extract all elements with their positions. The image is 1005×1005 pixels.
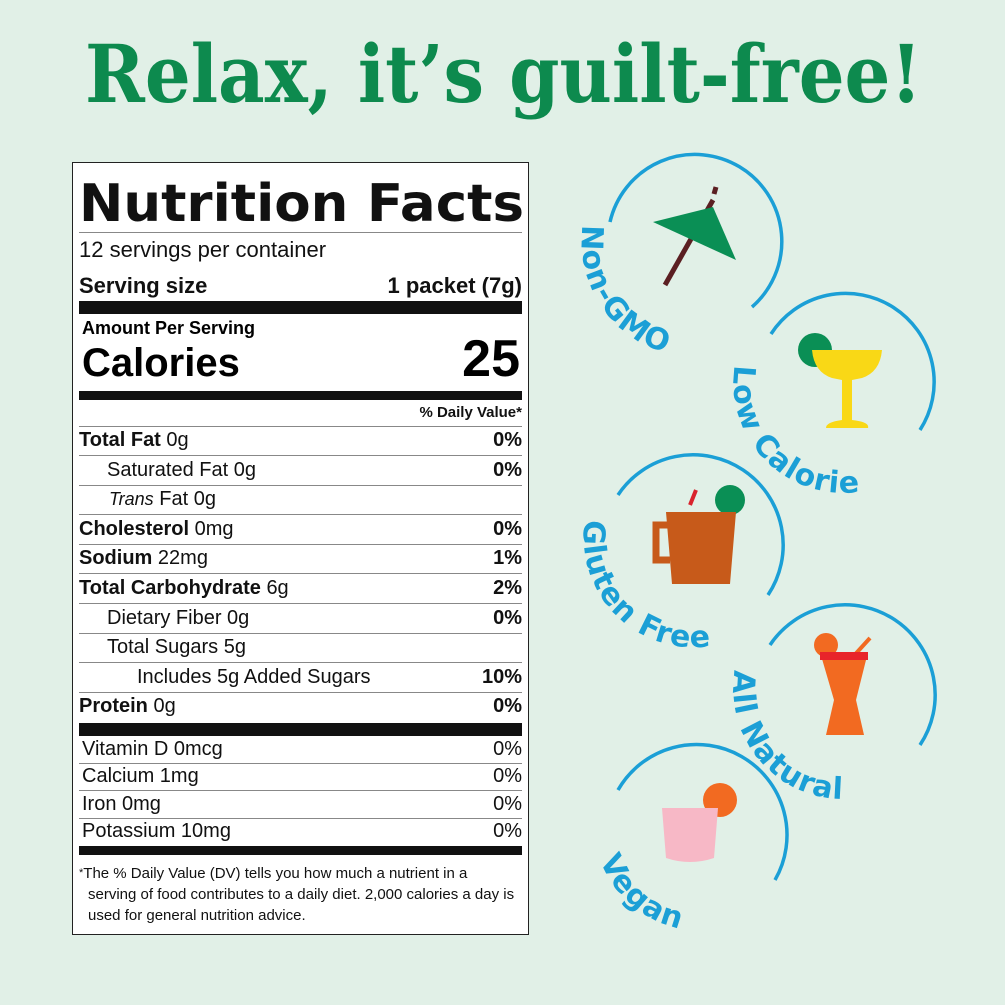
nutrient-row: Saturated Fat 0g 0% [79,456,522,486]
nutrient-name: Total Fat 0g [79,429,189,452]
vitamin-name: Potassium 10mg [82,819,231,842]
footnote-star: * [79,867,84,879]
nutrient-row: Total Carbohydrate 6g 2% [79,574,522,604]
badge-non-gmo: Non-GMO [573,225,676,361]
serving-size-label: Serving size [79,272,208,298]
label-title-text: Nutrition Facts [79,174,524,231]
nutrient-row: Total Sugars 5g [79,633,522,664]
nutrient-amount: 0g [233,458,256,481]
nutrient-name: Sodium 22mg [79,547,208,570]
nutrient-amount: 0mg [194,517,234,540]
nutrient-dv: 0% [493,695,522,718]
footnote: *The % Daily Value (DV) tells you how mu… [79,863,518,926]
nutrient-label: Dietary Fiber [107,606,222,629]
nutrient-label: Total Fat [79,429,161,451]
nutrient-amount: 5g [223,636,246,659]
nutrient-amount: 0g [153,695,176,718]
nutrient-name: Saturated Fat 0g [79,459,256,482]
nutrient-dv: 0% [493,458,522,481]
nutrient-dv: 0% [493,429,522,451]
nutrient-row: Dietary Fiber 0g 0% [79,604,522,634]
margarita-glass-icon [798,333,882,428]
nutrient-label: Total Sugars [107,636,219,659]
nutrient-label: Sodium [79,547,153,570]
nutrient-dv: 0% [493,517,522,540]
nutrient-label: Protein [79,695,148,718]
vitamin-row: Vitamin D 0mcg 0% [79,736,522,764]
headline: Relax, it’s guilt-free! [85,27,922,121]
amount-per-serving: Amount Per Serving [82,318,256,338]
nutrient-row: Trans Fat 0g [79,485,522,516]
nutrient-row: Includes 5g Added Sugars 10% [79,663,522,693]
nutrient-name: Total Carbohydrate 6g [79,577,289,600]
calories-label: Calories [82,341,240,385]
calories-value: 25 [462,330,520,388]
vitamin-dv: 0% [493,792,522,815]
nutrient-name: Includes 5g Added Sugars [79,666,371,689]
copper-mug-icon [652,485,745,584]
nutrient-dv: 1% [493,547,522,570]
vitamin-dv: 0% [493,819,522,842]
nutrient-label: Cholesterol [79,517,190,540]
nutrient-row: Cholesterol 0mg 0% [79,515,522,545]
vitamin-name: Vitamin D 0mcg [82,738,223,760]
nutrient-row: Total Fat 0g 0% [79,426,522,456]
nutrient-row: Sodium 22mg 1% [79,544,522,575]
label-title: Nutrition Facts [79,174,524,231]
badge-rings [608,152,937,881]
serving-size-value: 1 packet (7g) [387,272,523,298]
vitamin-name: Calcium 1mg [82,765,199,788]
nutrient-label: Trans [109,489,154,510]
vitamin-dv: 0% [493,765,522,788]
nutrient-row: Protein 0g 0% [79,692,522,721]
cocktail-umbrella-icon [653,186,736,287]
nutrient-label: Total Carbohydrate [79,577,261,599]
nutrient-label: Includes 5g Added Sugars [137,665,371,688]
badge-all-natural: All Natural [725,669,845,807]
badges: Non-GMO Low Calorie Gluten Free All Natu… [573,152,937,937]
vitamin-row: Calcium 1mg 0% [79,763,522,792]
footnote-text: The % Daily Value (DV) tells you how muc… [83,865,515,924]
serving-size-row: Serving size 1 packet (7g) [79,271,522,300]
nutrient-amount: Fat 0g [159,488,216,511]
headline-text: Relax, it’s guilt-free! [85,27,922,121]
nutrient-name: Total Sugars 5g [79,636,246,659]
nutrient-amount: 22mg [157,547,208,570]
vitamin-row: Potassium 10mg 0% [79,818,522,845]
nutrient-name: Protein 0g [79,695,176,718]
nutrient-dv: 10% [481,665,522,688]
badge-vegan: Vegan [592,848,688,937]
vitamin-dv: 0% [493,738,522,760]
pink-cocktail-icon [662,783,737,862]
nutrient-label: Saturated Fat [107,458,229,481]
daily-value-header: % Daily Value* [419,404,522,421]
nutrient-dv: 2% [493,577,522,599]
nutrient-name: Dietary Fiber 0g [79,607,249,630]
nutrition-facts-label: Nutrition Facts 12 servings per containe… [72,162,529,935]
nutrient-amount: 0g [227,606,250,629]
nutrient-amount: 0g [166,429,189,451]
hurricane-cocktail-icon [814,633,872,735]
nutrient-amount: 6g [266,577,289,599]
nutrient-name: Trans Fat 0g [79,488,216,511]
vitamin-name: Iron 0mg [82,792,161,815]
badge-low-calorie: Low Calorie [725,364,861,501]
nutrient-dv: 0% [493,606,522,629]
nutrient-name: Cholesterol 0mg [79,518,234,541]
servings-per-container: 12 servings per container [79,236,327,262]
vitamin-row: Iron 0mg 0% [79,791,522,819]
